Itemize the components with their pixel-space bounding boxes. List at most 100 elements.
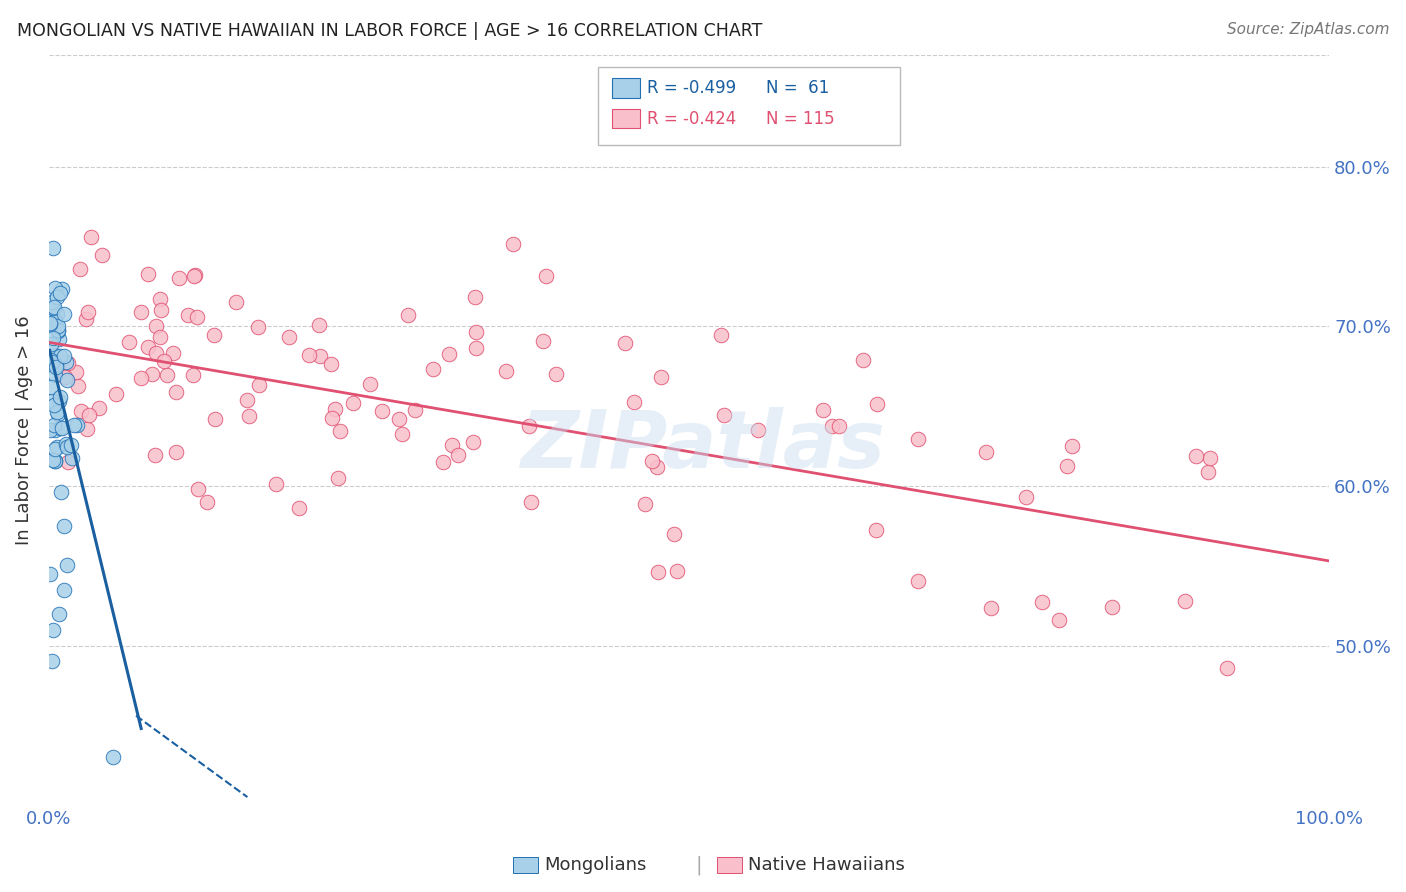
Point [288, 501, 311, 516]
Point [45, 358, 67, 372]
Point [53, 582, 76, 597]
Point [44, 454, 66, 468]
Point [321, 410, 343, 425]
Point [614, 336, 637, 351]
Point [38, 317, 60, 331]
Point [246, 320, 269, 334]
Text: N =  61: N = 61 [766, 79, 830, 97]
Point [76, 422, 98, 436]
Point [634, 497, 657, 511]
Point [309, 349, 332, 363]
Point [650, 369, 672, 384]
Point [1047, 613, 1070, 627]
Point [145, 318, 167, 333]
Point [65, 365, 87, 379]
Point [371, 404, 394, 418]
Point [44, 348, 66, 362]
Point [278, 330, 301, 344]
Point [710, 327, 733, 342]
Text: MONGOLIAN VS NATIVE HAWAIIAN IN LABOR FORCE | AGE > 16 CORRELATION CHART: MONGOLIAN VS NATIVE HAWAIIAN IN LABOR FO… [17, 22, 762, 40]
Point [46, 319, 69, 334]
Point [165, 444, 187, 458]
Point [53, 349, 76, 363]
Point [145, 346, 167, 360]
Point [464, 290, 486, 304]
Text: R = -0.499: R = -0.499 [647, 79, 735, 97]
Point [517, 419, 540, 434]
Point [441, 438, 464, 452]
Point [42, 301, 65, 315]
Point [42, 398, 65, 412]
Point [359, 376, 381, 391]
Point [866, 396, 889, 410]
Point [1056, 458, 1078, 473]
Point [56, 441, 79, 455]
Point [544, 367, 567, 381]
Point [49, 485, 72, 500]
Point [49, 390, 72, 404]
Point [1216, 661, 1239, 675]
Point [465, 325, 488, 339]
Point [974, 445, 997, 459]
Point [41, 354, 63, 368]
Point [813, 402, 835, 417]
Point [1174, 594, 1197, 608]
Point [70, 404, 93, 418]
Point [89, 401, 111, 415]
Point [79, 408, 101, 422]
Point [39, 379, 62, 393]
Point [48, 324, 70, 338]
Point [152, 353, 174, 368]
Point [747, 423, 769, 437]
Point [118, 335, 141, 350]
Point [45, 306, 67, 320]
Point [828, 419, 851, 434]
Point [44, 281, 66, 295]
Text: Native Hawaiians: Native Hawaiians [748, 856, 905, 874]
Point [495, 364, 517, 378]
Text: Source: ZipAtlas.com: Source: ZipAtlas.com [1226, 22, 1389, 37]
Point [44, 442, 66, 456]
Point [640, 454, 662, 468]
Point [75, 312, 97, 326]
Point [342, 396, 364, 410]
Point [45, 440, 67, 454]
Point [56, 558, 79, 572]
Point [45, 290, 67, 304]
Point [42, 623, 65, 637]
Point [1185, 449, 1208, 463]
Point [41, 394, 63, 409]
Point [44, 423, 66, 437]
Point [42, 453, 65, 467]
Point [437, 347, 460, 361]
Point [44, 368, 66, 382]
Point [156, 368, 179, 382]
Point [520, 495, 543, 509]
Point [531, 334, 554, 348]
Point [464, 341, 486, 355]
Point [202, 328, 225, 343]
Point [53, 307, 76, 321]
Point [60, 438, 83, 452]
Point [184, 268, 207, 283]
Point [45, 359, 67, 374]
Point [141, 368, 163, 382]
Point [664, 526, 686, 541]
Point [225, 294, 247, 309]
Point [1015, 490, 1038, 504]
Point [388, 411, 411, 425]
Point [55, 373, 77, 387]
Point [48, 607, 70, 621]
Point [65, 417, 87, 432]
Point [44, 313, 66, 327]
Point [56, 356, 79, 370]
Point [136, 267, 159, 281]
Text: R = -0.424: R = -0.424 [647, 110, 735, 128]
Point [69, 262, 91, 277]
Point [1031, 595, 1053, 609]
Point [162, 346, 184, 360]
Text: |: | [696, 855, 703, 875]
Point [105, 387, 128, 401]
Point [53, 370, 76, 384]
Point [41, 655, 63, 669]
